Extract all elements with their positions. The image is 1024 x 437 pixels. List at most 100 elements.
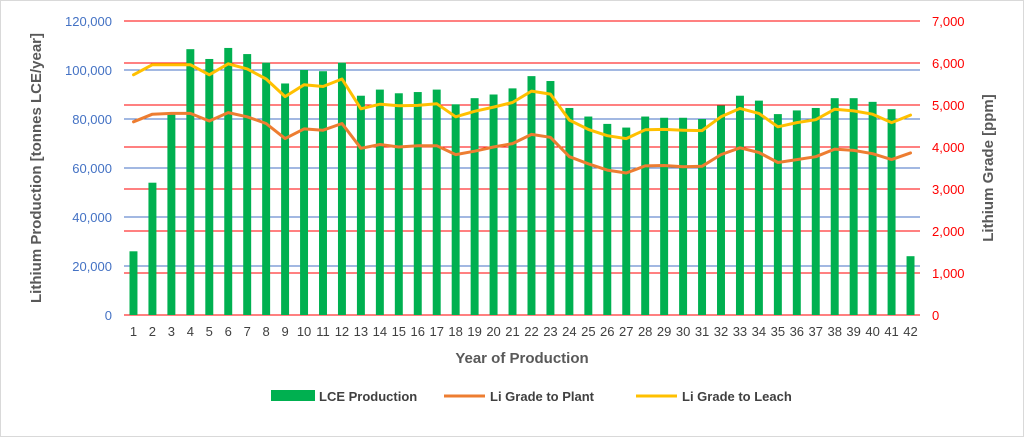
x-tick-label: 30 xyxy=(676,324,690,339)
x-tick-label: 9 xyxy=(281,324,288,339)
x-tick-label: 34 xyxy=(752,324,766,339)
y2-tick-label: 5,000 xyxy=(932,98,965,113)
bar-lce-production xyxy=(527,76,536,315)
y-tick-label: 100,000 xyxy=(65,63,112,78)
bar-lce-production xyxy=(811,107,820,315)
bar-lce-production xyxy=(717,105,725,316)
y2-tick-label: 7,000 xyxy=(932,14,965,29)
bar-lce-production xyxy=(622,127,631,315)
bar-lce-production xyxy=(508,88,517,315)
bar-lce-production xyxy=(584,116,593,315)
x-tick-label: 39 xyxy=(846,324,860,339)
x-tick-label: 10 xyxy=(297,324,311,339)
bar-lce-production xyxy=(451,104,460,315)
bar-lce-production xyxy=(394,93,403,316)
bar-lce-production xyxy=(432,89,441,315)
bar-lce-production xyxy=(281,83,290,315)
bar-lce-production xyxy=(148,182,157,315)
x-tick-label: 6 xyxy=(225,324,232,339)
x-tick-label: 27 xyxy=(619,324,633,339)
x-tick-label: 8 xyxy=(263,324,270,339)
x-tick-label: 33 xyxy=(733,324,747,339)
x-tick-label: 36 xyxy=(790,324,804,339)
bar-series-lce-production xyxy=(129,47,915,316)
x-tick-label: 24 xyxy=(562,324,576,339)
x-tick-label: 37 xyxy=(809,324,823,339)
bar-lce-production xyxy=(603,123,612,316)
bar-lce-production xyxy=(356,95,365,315)
x-tick-label: 31 xyxy=(695,324,709,339)
y2-tick-label: 0 xyxy=(932,308,939,323)
x-tick-label: 42 xyxy=(903,324,917,339)
bar-lce-production xyxy=(830,98,839,315)
bar-lce-production xyxy=(167,114,176,315)
legend-swatch-lce-production xyxy=(271,390,315,401)
x-tick-label: 3 xyxy=(168,324,175,339)
y2-axis-title: Lithium Grade [ppm] xyxy=(980,94,997,242)
bar-lce-production xyxy=(186,49,195,316)
bar-lce-production xyxy=(887,109,896,315)
x-tick-label: 11 xyxy=(316,324,330,339)
x-tick-label: 1 xyxy=(130,324,137,339)
bar-lce-production xyxy=(470,98,479,315)
bar-lce-production xyxy=(679,117,688,316)
legend-label-li-grade-to-plant: Li Grade to Plant xyxy=(490,389,595,404)
bar-lce-production xyxy=(546,81,555,316)
gridlines xyxy=(124,20,920,316)
y-tick-label: 60,000 xyxy=(72,161,112,176)
bar-lce-production xyxy=(698,119,707,315)
x-tick-label: 21 xyxy=(505,324,519,339)
x-tick-label: 17 xyxy=(429,324,443,339)
bar-lce-production xyxy=(262,62,271,316)
bar-lce-production xyxy=(224,47,233,315)
x-tick-label: 29 xyxy=(657,324,671,339)
bar-lce-production xyxy=(754,100,763,315)
x-tick-label: 32 xyxy=(714,324,728,339)
bar-lce-production xyxy=(792,110,801,315)
bar-lce-production xyxy=(243,54,252,315)
x-tick-label: 35 xyxy=(771,324,785,339)
y-axis-title: Lithium Production [tonnes LCE/year] xyxy=(28,33,45,303)
y-tick-label: 120,000 xyxy=(65,14,112,29)
axis-ticks: 0 20,000 40,000 60,000 80,000 100,000 120,000 0… xyxy=(65,14,965,339)
legend: LCE Production Li Grade to Plant Li Grad… xyxy=(271,389,792,404)
bar-lce-production xyxy=(868,101,877,315)
x-tick-label: 22 xyxy=(524,324,538,339)
legend-label-li-grade-to-leach: Li Grade to Leach xyxy=(682,389,792,404)
x-tick-label: 25 xyxy=(581,324,595,339)
bar-lce-production xyxy=(319,71,327,315)
bar-lce-production xyxy=(660,117,669,316)
bar-lce-production xyxy=(300,70,309,315)
x-tick-label: 2 xyxy=(149,324,156,339)
y2-tick-label: 2,000 xyxy=(932,224,965,239)
x-tick-label: 7 xyxy=(244,324,251,339)
bar-lce-production xyxy=(413,92,422,315)
x-tick-label: 40 xyxy=(865,324,879,339)
bar-lce-production xyxy=(641,116,650,315)
x-tick-label: 20 xyxy=(486,324,500,339)
x-tick-label: 15 xyxy=(392,324,406,339)
y-tick-label: 80,000 xyxy=(72,112,112,127)
line-li-grade-to-leach xyxy=(132,62,912,141)
bar-lce-production xyxy=(337,62,346,316)
y2-tick-label: 3,000 xyxy=(932,182,965,197)
y2-tick-label: 4,000 xyxy=(932,140,965,155)
x-tick-label: 19 xyxy=(467,324,481,339)
x-tick-label: 12 xyxy=(335,324,349,339)
bar-lce-production xyxy=(565,107,574,315)
y2-tick-label: 1,000 xyxy=(932,266,965,281)
line-li-grade-to-plant xyxy=(132,111,912,175)
y-tick-label: 40,000 xyxy=(72,210,112,225)
bar-lce-production xyxy=(489,94,498,315)
line-series xyxy=(132,62,912,175)
x-tick-label: 18 xyxy=(448,324,462,339)
x-tick-label: 4 xyxy=(187,324,194,339)
y-tick-label: 0 xyxy=(105,308,112,323)
legend-label-lce-production: LCE Production xyxy=(319,389,417,404)
y-tick-label: 20,000 xyxy=(72,259,112,274)
x-tick-label: 14 xyxy=(373,324,387,339)
bar-lce-production xyxy=(205,58,214,315)
x-tick-label: 23 xyxy=(543,324,557,339)
